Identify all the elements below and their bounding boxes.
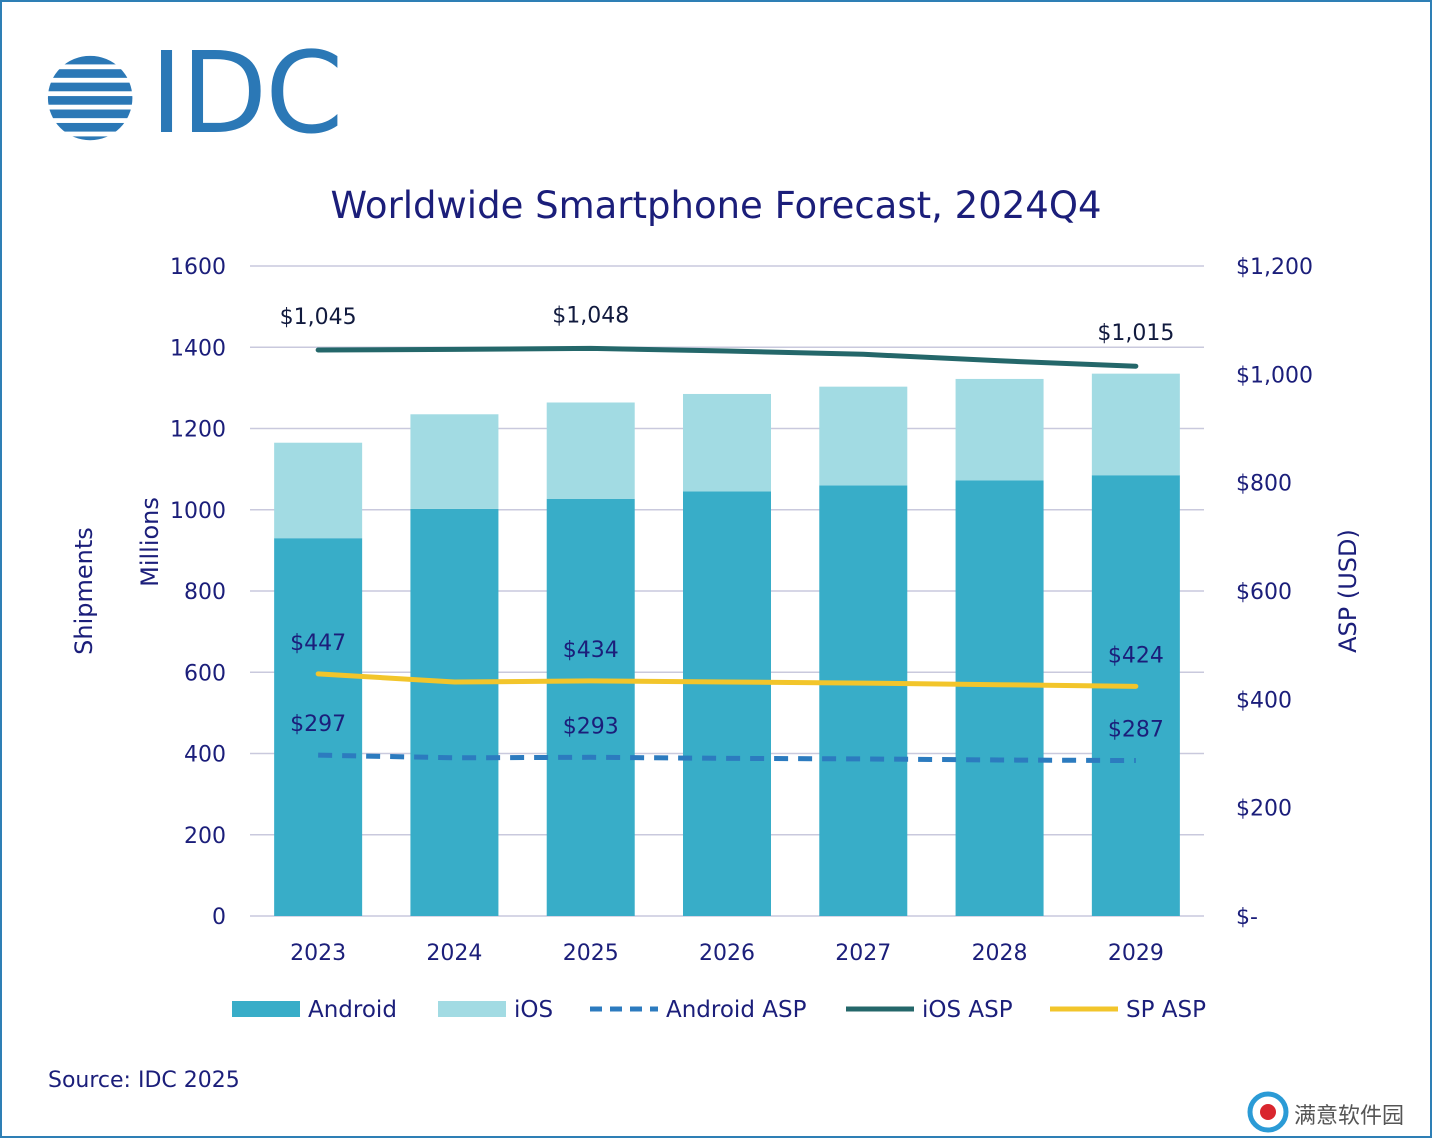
watermark-logo-icon (1247, 1091, 1289, 1133)
y-tick-label: 1600 (170, 255, 226, 280)
line-ios-asp (315, 345, 1139, 369)
legend-label: Android (308, 997, 397, 1023)
data-label: $447 (290, 631, 346, 656)
bar-android (819, 485, 908, 916)
legend-label: iOS ASP (922, 997, 1013, 1023)
data-label: $287 (1108, 718, 1164, 743)
source-note: Source: IDC 2025 (48, 1068, 240, 1093)
bar-android (410, 508, 499, 916)
y-axis-title: Shipments (70, 527, 98, 655)
bar-ios (274, 442, 363, 539)
bar-ios (546, 402, 635, 499)
x-tick-label: 2028 (972, 941, 1028, 966)
y-tick-label: 1400 (170, 336, 226, 361)
legend-swatch (232, 1001, 300, 1017)
y2-tick-label: $200 (1236, 797, 1292, 822)
data-label: $1,015 (1097, 321, 1174, 346)
chart-title: Worldwide Smartphone Forecast, 2024Q4 (330, 184, 1102, 227)
data-label: $297 (290, 712, 346, 737)
x-tick-label: 2029 (1108, 941, 1164, 966)
bar-android (274, 538, 363, 916)
y2-tick-label: $- (1236, 905, 1258, 930)
y-tick-label: 400 (184, 743, 226, 768)
y-tick-label: 200 (184, 824, 226, 849)
x-tick-label: 2026 (699, 941, 755, 966)
y2-tick-label: $800 (1236, 472, 1292, 497)
y-axis-unit: Millions (136, 497, 164, 587)
data-label: $293 (563, 714, 619, 739)
y-tick-label: 1200 (170, 418, 226, 443)
data-label: $1,048 (552, 303, 629, 328)
legend-label: Android ASP (666, 997, 807, 1023)
y2-tick-label: $600 (1236, 580, 1292, 605)
bar-android (1091, 475, 1180, 916)
data-label: $1,045 (280, 305, 357, 330)
idc-logo-globe-icon (47, 55, 133, 141)
x-tick-label: 2027 (835, 941, 891, 966)
y-tick-label: 1000 (170, 499, 226, 524)
x-tick-label: 2024 (426, 941, 482, 966)
bar-ios (819, 386, 908, 486)
x-tick-label: 2023 (290, 941, 346, 966)
watermark-text: 满意软件园 (1294, 1104, 1405, 1129)
line-sp-asp (315, 671, 1139, 689)
bar-android (683, 491, 771, 916)
data-label: $424 (1108, 643, 1164, 668)
logo-text: IDC (150, 29, 343, 159)
bar-android (546, 498, 635, 916)
legend-label: iOS (514, 997, 553, 1023)
y2-axis-title: ASP (USD) (1334, 529, 1362, 653)
y-tick-label: 0 (212, 905, 226, 930)
bar-ios (955, 378, 1044, 481)
legend-swatch (438, 1001, 506, 1017)
legend-label: SP ASP (1126, 997, 1206, 1023)
y-tick-label: 800 (184, 580, 226, 605)
bar-ios (1091, 373, 1180, 476)
x-tick-label: 2025 (563, 941, 619, 966)
y2-tick-label: $1,000 (1236, 363, 1313, 388)
bar-android (955, 480, 1044, 916)
data-label: $434 (563, 638, 619, 663)
y-tick-label: 600 (184, 661, 226, 686)
bar-ios (683, 393, 771, 492)
bar-ios (410, 414, 499, 509)
line-android-asp (318, 752, 1136, 764)
y2-tick-label: $1,200 (1236, 255, 1313, 280)
y2-tick-label: $400 (1236, 688, 1292, 713)
